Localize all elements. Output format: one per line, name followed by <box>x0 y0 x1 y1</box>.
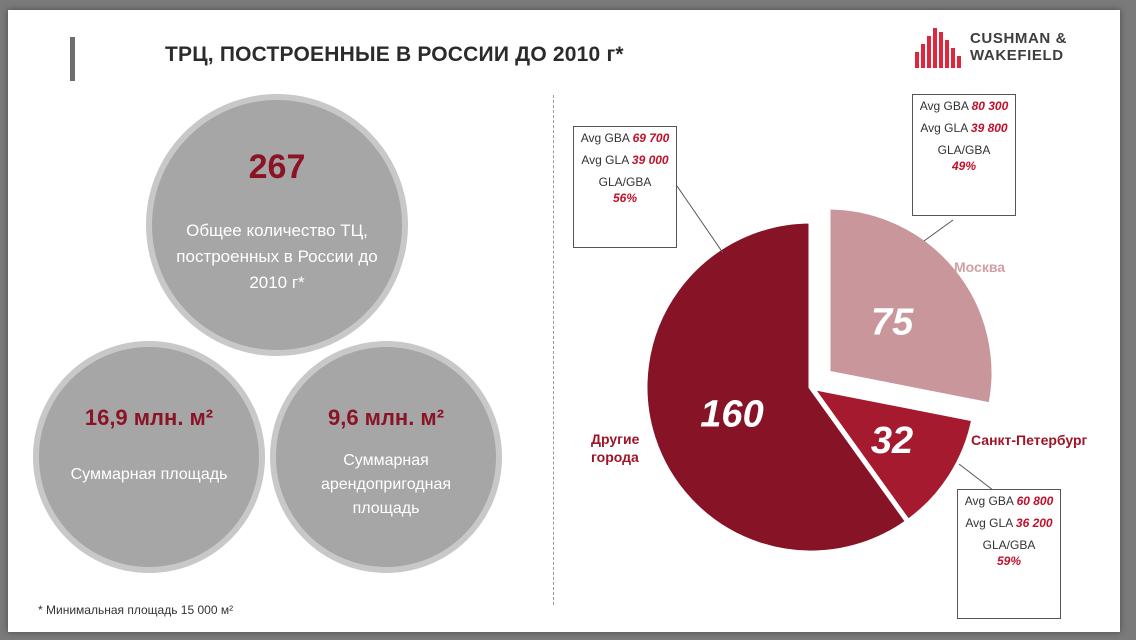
legend-label-spb: Санкт-Петербург <box>971 432 1088 448</box>
avg-gba-row: Avg GBA 69 700 <box>578 130 672 146</box>
ratio-value: 59% <box>996 554 1022 568</box>
total-area-description: Суммарная площадь <box>70 466 228 483</box>
title-accent-bar <box>70 37 75 81</box>
ratio-value: 49% <box>951 159 977 173</box>
pie-slice-spb <box>805 383 977 526</box>
avg-gla-row: Avg GLA 39 800 <box>917 120 1011 136</box>
avg-gba-label: Avg GBA <box>919 99 969 113</box>
avg-gba-value: 69 700 <box>632 131 670 145</box>
cushman-wakefield-logo-icon <box>915 28 961 68</box>
avg-gla-value: 39 000 <box>631 153 669 167</box>
ratio-row: GLA/GBA 59% <box>962 537 1056 569</box>
ratio-row: GLA/GBA 56% <box>578 174 672 206</box>
leader-line-other-cities <box>676 185 724 254</box>
logo-line-1: CUSHMAN & <box>970 30 1068 47</box>
avg-gba-label: Avg GBA <box>964 494 1014 508</box>
slide: ТРЦ, ПОСТРОЕННЫЕ В РОССИИ ДО 2010 г* CUS… <box>8 10 1120 632</box>
total-gla-description: Суммарная арендопригодная площадь <box>320 452 452 517</box>
total-area-circle: 16,9 млн. м² Суммарная площадь <box>33 341 265 573</box>
avg-gba-value: 80 300 <box>971 99 1009 113</box>
section-divider <box>553 95 554 605</box>
total-count-description: Общее количество ТЦ, построенных в Росси… <box>176 221 378 292</box>
info-box-moscow: Avg GBA 80 300 Avg GLA 39 800 GLA/GBA 49… <box>912 94 1016 216</box>
ratio-value: 56% <box>612 191 638 205</box>
total-gla-circle: 9,6 млн. м² Суммарная арендопригодная пл… <box>270 341 502 573</box>
avg-gba-row: Avg GBA 80 300 <box>917 98 1011 114</box>
total-area-value: 16,9 млн. м² <box>84 405 214 430</box>
brand-logo-text: CUSHMAN & WAKEFIELD <box>970 30 1067 64</box>
avg-gla-value: 36 200 <box>1015 516 1053 530</box>
total-gla-value: 9,6 млн. м² <box>327 405 445 430</box>
avg-gba-row: Avg GBA 60 800 <box>962 493 1056 509</box>
avg-gba-label: Avg GBA <box>580 131 630 145</box>
avg-gla-row: Avg GLA 39 000 <box>578 152 672 168</box>
legend-label-moscow: Москва <box>954 259 1006 275</box>
pie-chart: 75 32 160 <box>642 185 999 556</box>
total-count-circle: 267 Общее количество ТЦ, построенных в Р… <box>146 94 408 356</box>
pie-value-other-cities: 160 <box>700 393 763 435</box>
logo-line-2: WAKEFIELD <box>970 47 1064 64</box>
avg-gla-value: 39 800 <box>970 121 1008 135</box>
total-count-value: 267 <box>248 148 306 186</box>
ratio-label: GLA/GBA <box>598 175 652 189</box>
avg-gla-row: Avg GLA 36 200 <box>962 515 1056 531</box>
info-box-spb: Avg GBA 60 800 Avg GLA 36 200 GLA/GBA 59… <box>957 489 1061 619</box>
pie-value-spb: 32 <box>871 420 913 462</box>
pie-value-moscow: 75 <box>871 301 914 343</box>
leader-line-moscow <box>923 219 954 242</box>
ratio-row: GLA/GBA 49% <box>917 142 1011 174</box>
avg-gba-value: 60 800 <box>1016 494 1054 508</box>
legend-label-other-cities: Другие города <box>591 431 640 465</box>
ratio-label: GLA/GBA <box>982 538 1036 552</box>
avg-gla-label: Avg GLA <box>965 516 1013 530</box>
avg-gla-label: Avg GLA <box>920 121 968 135</box>
page-title: ТРЦ, ПОСТРОЕННЫЕ В РОССИИ ДО 2010 г* <box>165 43 624 66</box>
info-box-other-cities: Avg GBA 69 700 Avg GLA 39 000 GLA/GBA 56… <box>573 126 677 248</box>
footnote: * Минимальная площадь 15 000 м² <box>38 603 234 617</box>
ratio-label: GLA/GBA <box>937 143 991 157</box>
pie-slice-moscow <box>825 204 997 408</box>
avg-gla-label: Avg GLA <box>581 153 629 167</box>
pie-slice-other-cities <box>642 218 912 556</box>
